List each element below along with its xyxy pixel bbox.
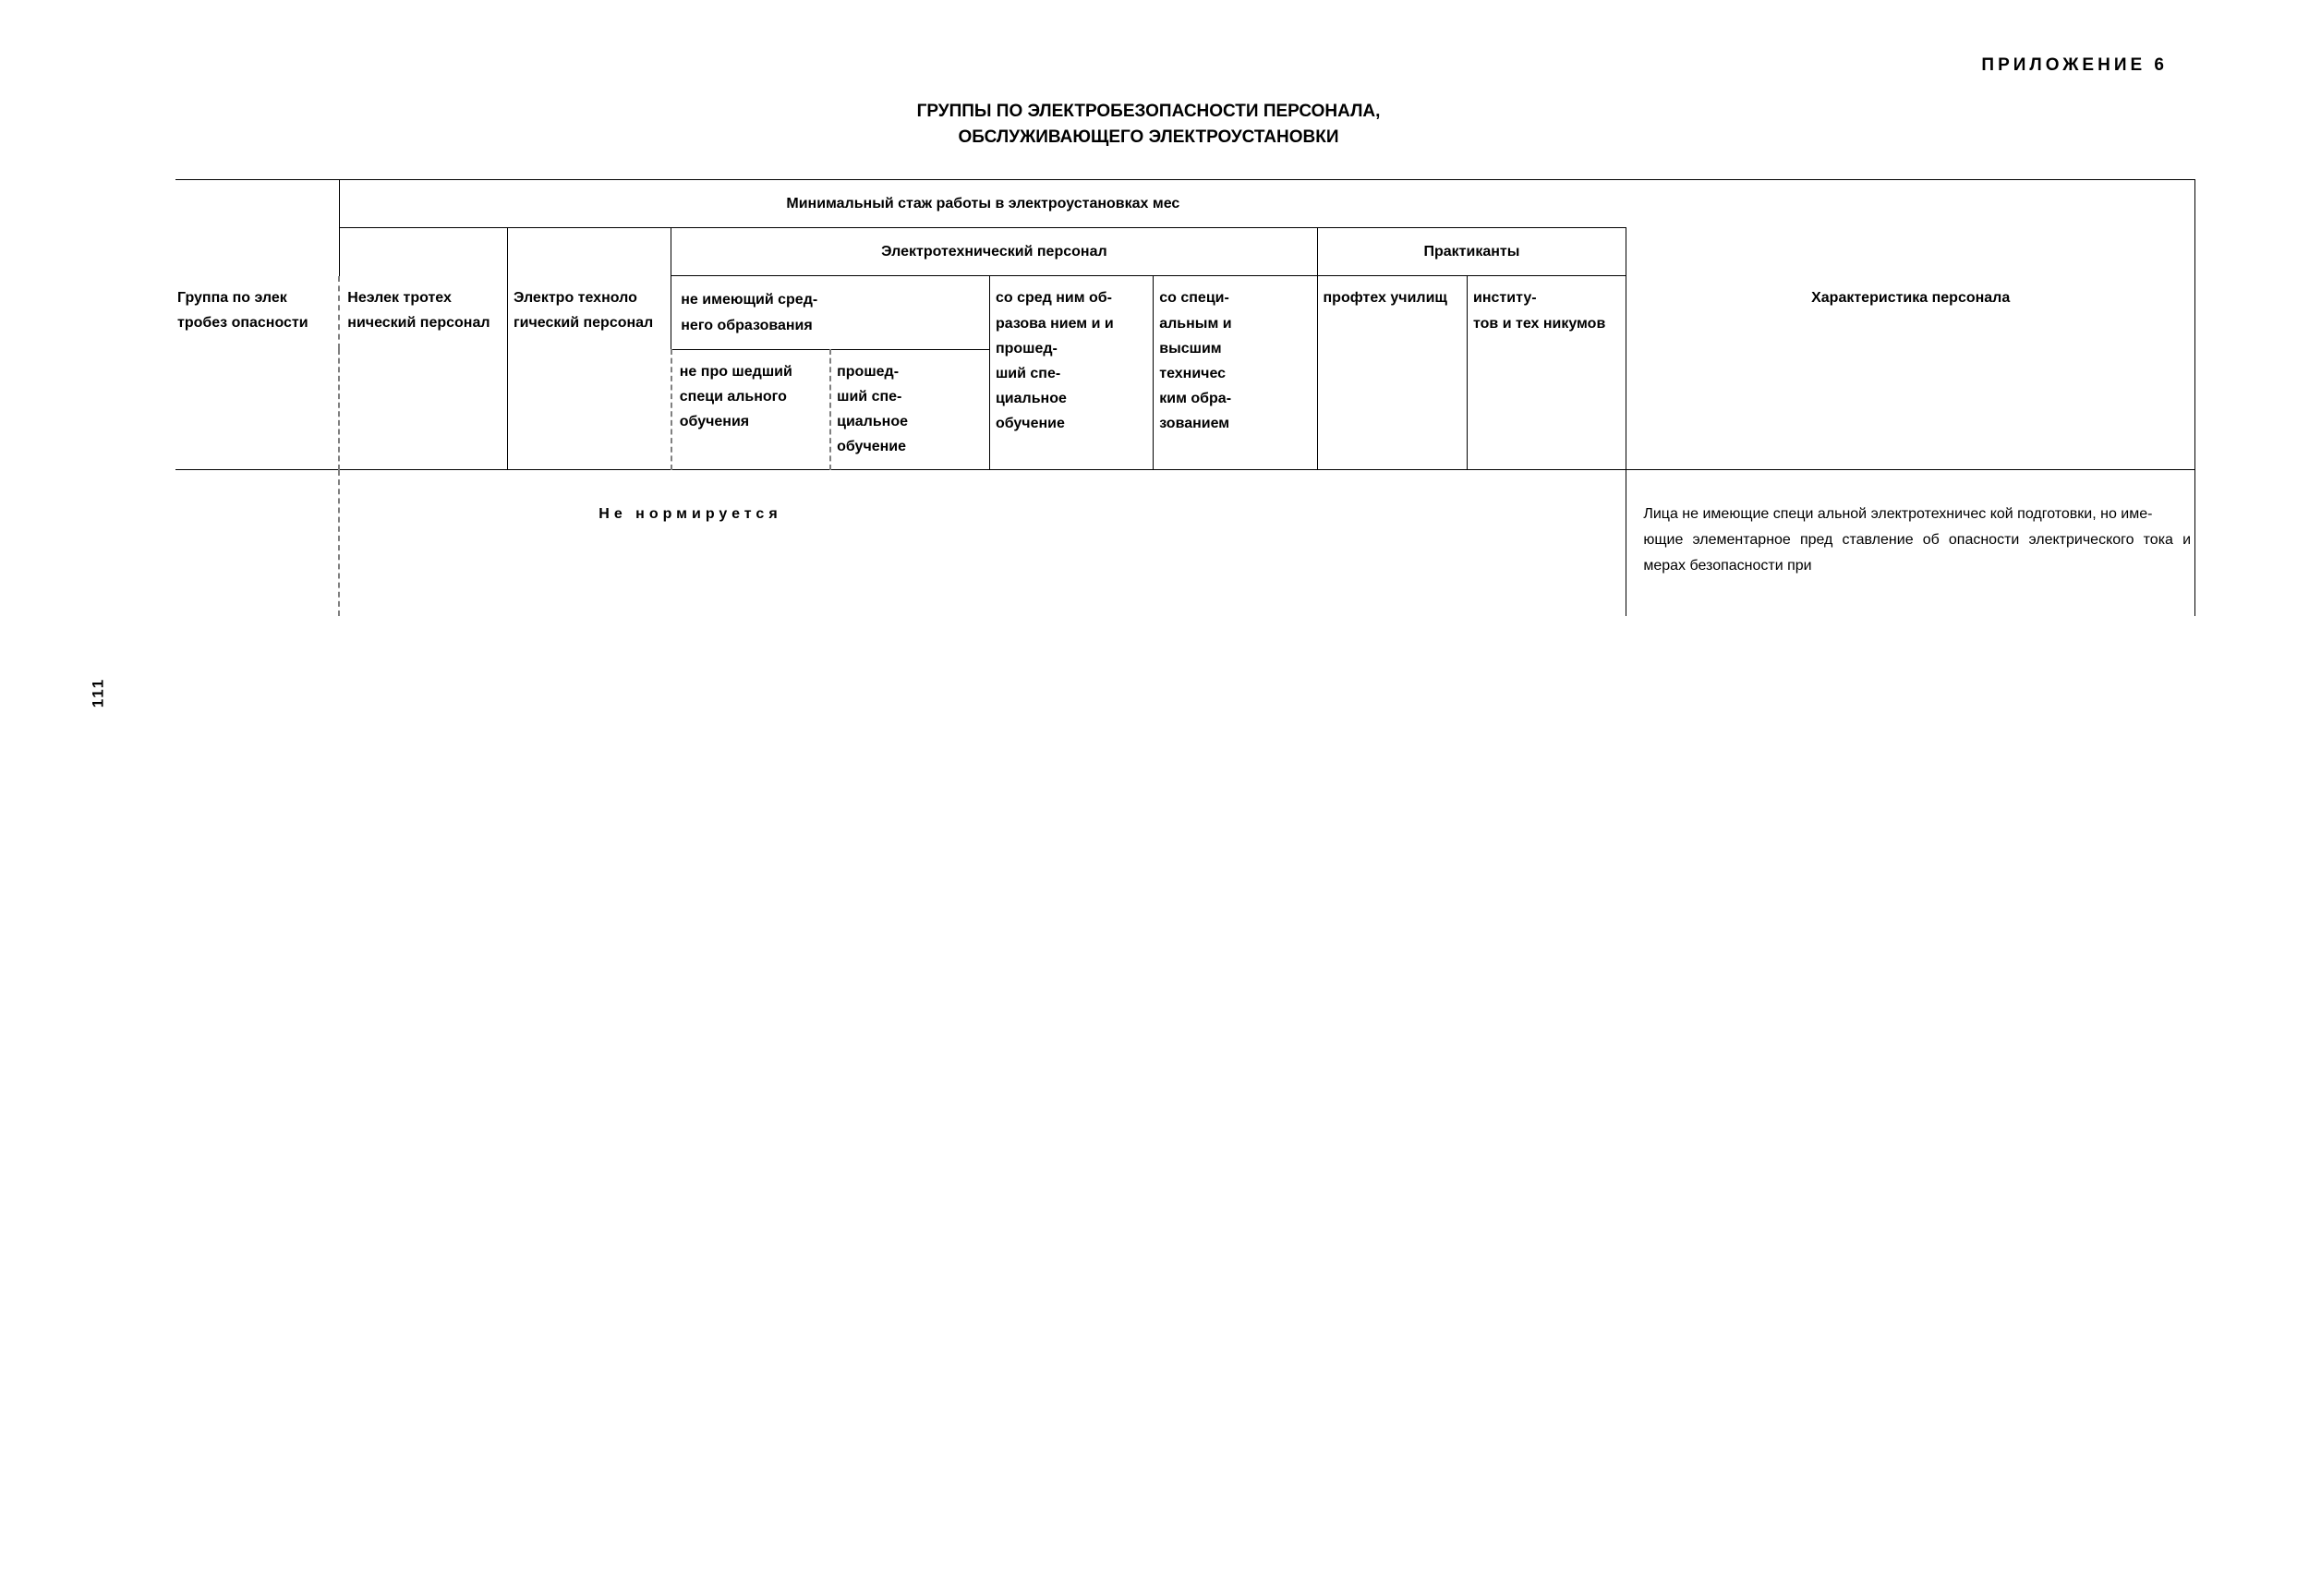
header-col-elektro: Электро техноло гический персонал — [507, 276, 671, 469]
header-neimeyush: не имеющий сред-него образования — [671, 276, 990, 349]
header-praktikanty: Практиканты — [1317, 228, 1626, 276]
page-title: ГРУППЫ ПО ЭЛЕКТРОБЕЗОПАСНОСТИ ПЕРСОНАЛА, — [102, 102, 2195, 122]
header-col-sospec: со специ-альным ивысшимтехническим обра-… — [1154, 276, 1317, 469]
header-col-proshed: прошед-ший спе-циальноеобучение — [830, 349, 989, 469]
page-subtitle: ОБСЛУЖИВАЮЩЕГО ЭЛЕКТРОУСТАНОВКИ — [102, 127, 2195, 148]
header-col-instit: институ-тов и тех никумов — [1468, 276, 1626, 469]
table-container: Минимальный стаж работы в электроустанов… — [175, 179, 2195, 616]
appendix-label: ПРИЛОЖЕНИЕ 6 — [102, 55, 2168, 76]
header-col-char: Характеристика персонала — [1626, 276, 2195, 469]
header-main-span: Минимальный стаж работы в электроустанов… — [339, 180, 1626, 228]
main-table: Минимальный стаж работы в электроустанов… — [175, 179, 2195, 616]
header-col-nepro: не про шедший специ ального обучения — [671, 349, 830, 469]
row1-data: Не нормируется — [339, 469, 1626, 616]
header-col-sosred: со сред ним об-разова нием и и прошед-ши… — [989, 276, 1153, 469]
header-col-nezlek: Неэлек тротех нический персонал — [339, 276, 507, 469]
header-col-proftech: профтех училищ — [1317, 276, 1468, 469]
header-col-group: Группа по элек тробез опасности — [175, 276, 339, 469]
page-number: 111 — [89, 678, 107, 708]
header-electro-personnel: Электротехнический персонал — [671, 228, 1317, 276]
row1-characteristic: Лица не имеющие специ альной электротехн… — [1626, 469, 2195, 616]
